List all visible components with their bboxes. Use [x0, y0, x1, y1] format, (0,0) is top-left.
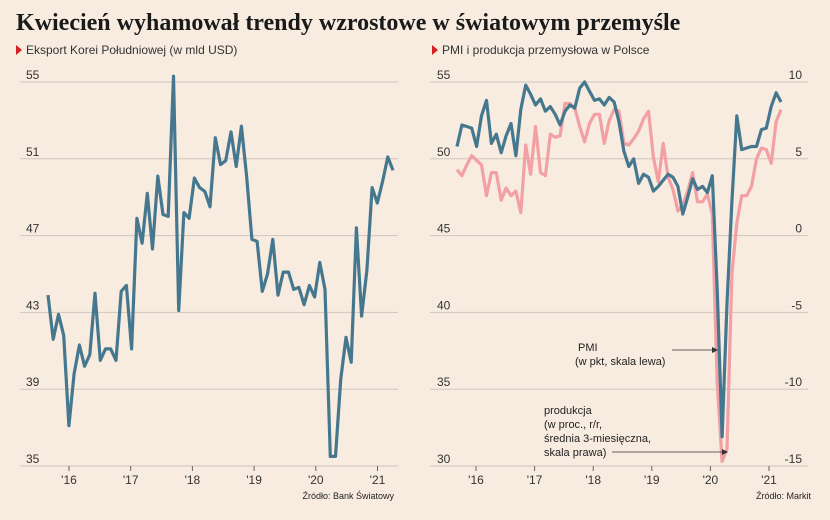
- right-y-left-tick-label: 35: [437, 375, 451, 389]
- left-x-tick-label: '19: [246, 473, 262, 487]
- right-y-right-tick-label: 0: [795, 222, 802, 236]
- left-y-tick-label: 35: [26, 452, 40, 466]
- pmi-annotation-line: (w pkt, skala lewa): [575, 356, 665, 368]
- left-y-tick-label: 39: [26, 375, 40, 389]
- pmi-annotation-arrowhead: [712, 347, 718, 353]
- right-y-left-tick-label: 50: [437, 145, 451, 159]
- left-y-tick-label: 51: [26, 145, 40, 159]
- left-x-tick-label: '16: [61, 473, 77, 487]
- right-y-right-tick-label: 10: [789, 68, 803, 82]
- chart-title: Kwiecień wyhamował trendy wzrostowe w św…: [16, 10, 681, 36]
- production-annotation-line: średnia 3-miesięczna,: [544, 433, 651, 445]
- production-series-line: [455, 101, 783, 463]
- left-chart-subtitle: Eksport Korei Południowej (w mld USD): [16, 43, 237, 57]
- right-y-right-tick-label: -5: [791, 298, 802, 312]
- right-x-tick-label: '16: [468, 473, 484, 487]
- right-chart-source: Źródło: Markit: [756, 491, 812, 501]
- left-x-tick-label: '17: [123, 473, 139, 487]
- right-y-left-tick-label: 55: [437, 68, 451, 82]
- right-chart-subtitle-text: PMI i produkcja przemysłowa w Polsce: [442, 43, 650, 57]
- right-y-right-tick-label: -15: [785, 452, 803, 466]
- red-marker-icon: [432, 45, 438, 55]
- right-x-tick-label: '21: [761, 473, 777, 487]
- production-annotation-arrowhead: [722, 449, 728, 455]
- right-chart-subtitle: PMI i produkcja przemysłowa w Polsce: [432, 43, 649, 57]
- right-y-left-tick-label: 40: [437, 298, 451, 312]
- right-x-tick-label: '18: [585, 473, 601, 487]
- production-annotation-line: skala prawa): [544, 447, 606, 459]
- production-annotation-line: produkcja: [544, 405, 593, 417]
- right-y-right-tick-label: 5: [795, 145, 802, 159]
- right-y-left-tick-label: 45: [437, 222, 451, 236]
- right-x-tick-label: '20: [703, 473, 719, 487]
- left-x-tick-label: '20: [308, 473, 324, 487]
- korea-export-series-line: [46, 74, 395, 458]
- left-y-tick-label: 43: [26, 298, 40, 312]
- left-chart-subtitle-text: Eksport Korei Południowej (w mld USD): [26, 43, 238, 57]
- left-x-tick-label: '18: [185, 473, 201, 487]
- right-y-left-tick-label: 30: [437, 452, 451, 466]
- left-chart-source: Źródło: Bank Światowy: [302, 490, 394, 501]
- right-x-tick-label: '19: [644, 473, 660, 487]
- right-x-tick-label: '17: [527, 473, 543, 487]
- pmi-annotation-line: PMI: [578, 342, 598, 354]
- left-y-tick-label: 55: [26, 68, 40, 82]
- left-y-tick-label: 47: [26, 222, 40, 236]
- red-marker-icon: [16, 45, 22, 55]
- pmi-series-line: [455, 80, 783, 439]
- production-annotation-line: (w proc., r/r,: [544, 419, 602, 431]
- left-x-tick-label: '21: [370, 473, 386, 487]
- right-y-right-tick-label: -10: [785, 375, 803, 389]
